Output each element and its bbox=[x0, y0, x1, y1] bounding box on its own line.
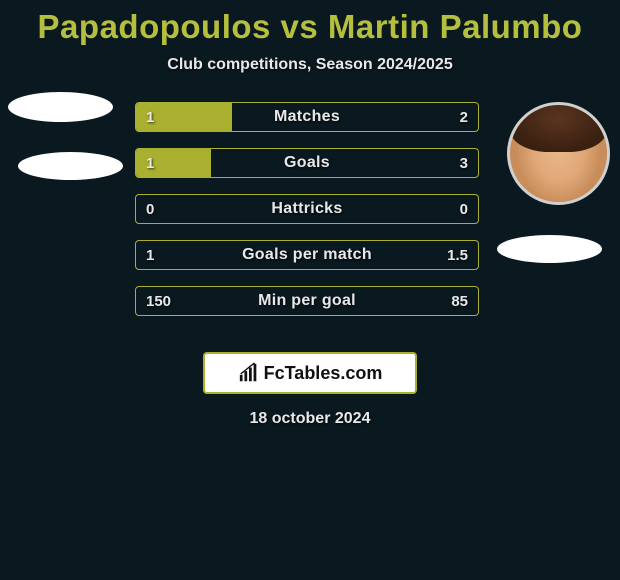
placeholder-shape bbox=[497, 235, 602, 263]
player-left-avatar bbox=[0, 102, 100, 202]
stat-row: 12Matches bbox=[135, 102, 479, 132]
logo-box: FcTables.com bbox=[203, 352, 417, 394]
comparison-panel: 12Matches13Goals00Hattricks11.5Goals per… bbox=[0, 102, 620, 202]
subtitle: Club competitions, Season 2024/2025 bbox=[0, 56, 620, 74]
placeholder-shape bbox=[18, 152, 123, 180]
stat-row: 11.5Goals per match bbox=[135, 240, 479, 270]
stat-label: Min per goal bbox=[136, 287, 478, 315]
page-title: Papadopoulos vs Martin Palumbo bbox=[0, 0, 620, 46]
stat-row: 00Hattricks bbox=[135, 194, 479, 224]
placeholder-shape bbox=[8, 92, 113, 122]
date-line: 18 october 2024 bbox=[0, 410, 620, 428]
player-right-avatar bbox=[507, 102, 610, 205]
stat-label: Hattricks bbox=[136, 195, 478, 223]
stat-row: 13Goals bbox=[135, 148, 479, 178]
stat-label: Goals bbox=[136, 149, 478, 177]
stat-bars: 12Matches 13Goals 00Hattricks 11.5Goals per… bbox=[135, 102, 479, 332]
logo-text: FcTables.com bbox=[264, 363, 383, 384]
stat-label: Goals per match bbox=[136, 241, 478, 269]
stat-row: 15085Min per goal bbox=[135, 286, 479, 316]
stat-label: Matches bbox=[136, 103, 478, 131]
barchart-icon bbox=[238, 362, 260, 384]
